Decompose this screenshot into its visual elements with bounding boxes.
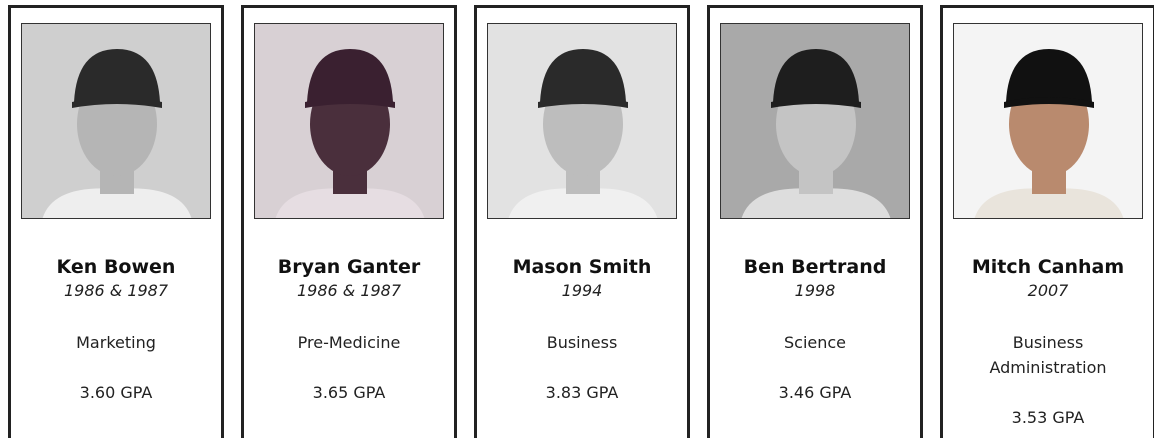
player-gpa: 3.60 GPA: [41, 380, 191, 405]
player-major: Marketing: [41, 330, 191, 355]
player-gpa: 3.46 GPA: [740, 380, 890, 405]
player-info: Business 3.83 GPA: [507, 330, 657, 405]
player-photo: [953, 23, 1143, 219]
player-gpa: 3.65 GPA: [274, 380, 424, 405]
player-photo: [21, 23, 211, 219]
player-card: Mitch Canham 2007 Business Administration 3…: [940, 5, 1154, 438]
player-photo: [487, 23, 677, 219]
player-info: Pre-Medicine 3.65 GPA: [274, 330, 424, 405]
player-info: Business Administration 3.53 GPA: [973, 330, 1123, 430]
player-years: 1986 & 1987: [244, 281, 454, 300]
player-gpa: 3.83 GPA: [507, 380, 657, 405]
photo-image: [255, 24, 444, 219]
player-major: Business Administration: [973, 330, 1123, 380]
photo-image: [488, 24, 677, 219]
player-card: Mason Smith 1994 Business 3.83 GPA: [474, 5, 690, 438]
player-info: Science 3.46 GPA: [740, 330, 890, 405]
photo-image: [721, 24, 910, 219]
player-photo: [720, 23, 910, 219]
player-info: Marketing 3.60 GPA: [41, 330, 191, 405]
player-card: Ken Bowen 1986 & 1987 Marketing 3.60 GPA: [8, 5, 224, 438]
player-name: Mason Smith: [477, 256, 687, 278]
player-years: 2007: [943, 281, 1153, 300]
player-years: 1994: [477, 281, 687, 300]
player-major: Science: [740, 330, 890, 355]
player-gpa: 3.53 GPA: [973, 405, 1123, 430]
player-name: Ben Bertrand: [710, 256, 920, 278]
photo-image: [954, 24, 1143, 219]
player-name: Ken Bowen: [11, 256, 221, 278]
player-years: 1986 & 1987: [11, 281, 221, 300]
player-name: Mitch Canham: [943, 256, 1153, 278]
player-name: Bryan Ganter: [244, 256, 454, 278]
player-years: 1998: [710, 281, 920, 300]
player-photo: [254, 23, 444, 219]
page: Ken Bowen 1986 & 1987 Marketing 3.60 GPA Br…: [0, 0, 1154, 438]
player-card: Bryan Ganter 1986 & 1987 Pre-Medicine 3.65 …: [241, 5, 457, 438]
photo-image: [22, 24, 211, 219]
player-major: Pre-Medicine: [274, 330, 424, 355]
player-major: Business: [507, 330, 657, 355]
player-card: Ben Bertrand 1998 Science 3.46 GPA: [707, 5, 923, 438]
